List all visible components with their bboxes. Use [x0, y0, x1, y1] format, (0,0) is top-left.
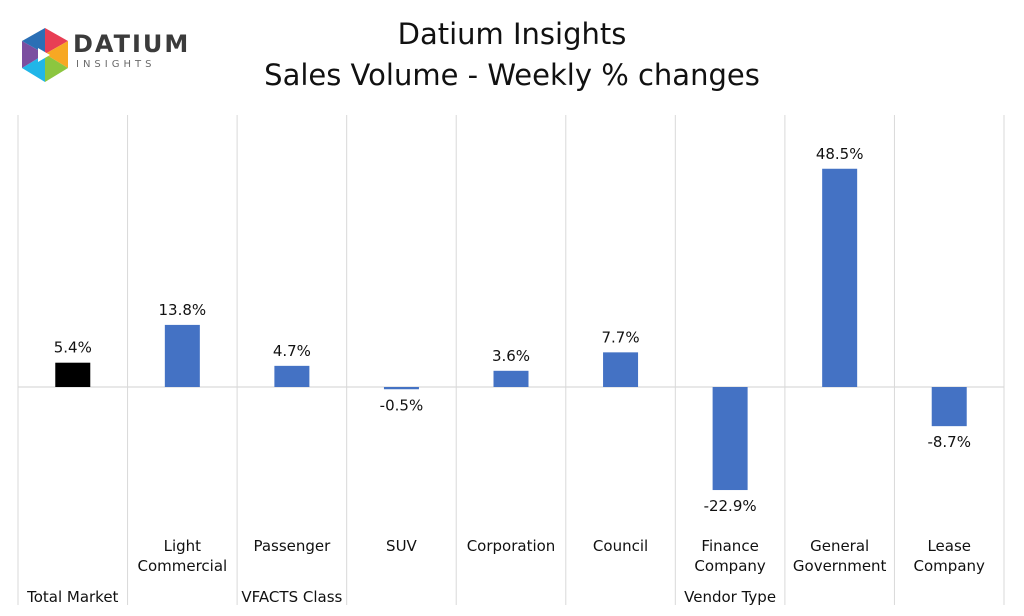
bar: [55, 362, 91, 387]
category-label: SUV: [386, 537, 418, 555]
bar: [712, 387, 748, 491]
data-label: 5.4%: [54, 339, 92, 357]
category-label: Finance: [701, 537, 758, 555]
brand-subtitle: INSIGHTS: [76, 59, 156, 70]
category-label: Company: [694, 557, 765, 575]
group-label: Total Market: [26, 588, 118, 606]
brand-name: DATIUM: [73, 30, 191, 58]
bar: [822, 168, 858, 387]
bar: [603, 352, 639, 387]
category-label: General: [810, 537, 869, 555]
category-label: Lease: [927, 537, 971, 555]
category-label: Corporation: [467, 537, 556, 555]
chart-title: Datium Insights: [397, 17, 627, 51]
data-label: 13.8%: [159, 301, 207, 319]
category-label: Passenger: [253, 537, 331, 555]
category-label: Company: [914, 557, 985, 575]
bar: [383, 387, 419, 390]
data-label: 7.7%: [602, 328, 640, 346]
group-label: Vendor Type: [684, 588, 776, 606]
bar: [493, 370, 529, 387]
data-label: -0.5%: [380, 396, 424, 414]
datium-logo: DATIUM INSIGHTS: [20, 28, 188, 84]
data-label: -22.9%: [704, 497, 757, 515]
chart-subtitle: Sales Volume - Weekly % changes: [264, 58, 760, 92]
category-label: Council: [593, 537, 648, 555]
data-label: 48.5%: [816, 145, 864, 163]
group-label: VFACTS Class: [241, 588, 342, 606]
category-label: Commercial: [137, 557, 227, 575]
datium-cube-icon: [22, 28, 68, 82]
bar: [164, 324, 200, 387]
bar: [274, 365, 310, 387]
data-label: -8.7%: [927, 433, 971, 451]
category-label: Light: [164, 537, 202, 555]
bar: [931, 387, 967, 427]
category-label: Government: [793, 557, 887, 575]
data-label: 4.7%: [273, 342, 311, 360]
data-label: 3.6%: [492, 347, 530, 365]
